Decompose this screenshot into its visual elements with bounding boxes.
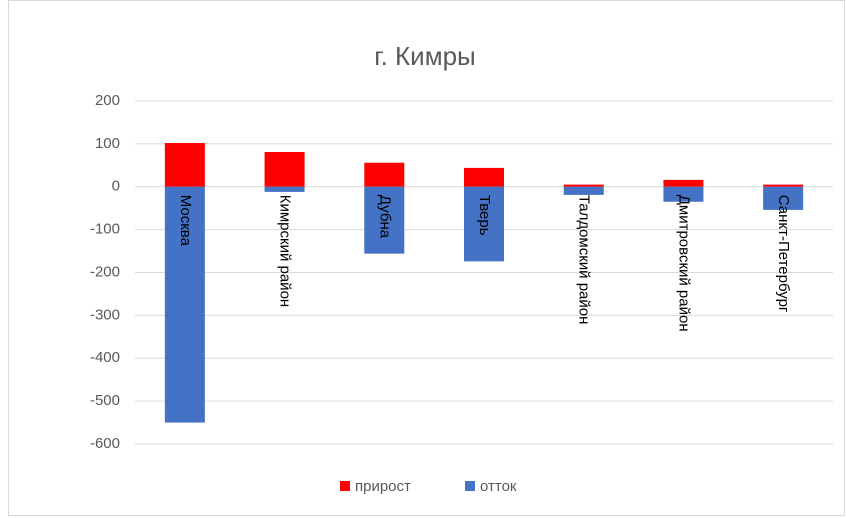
y-tick-label: -100 [90, 221, 120, 238]
bar [464, 167, 504, 187]
legend-swatch [465, 481, 475, 491]
x-tick-label: Москва [177, 195, 194, 247]
legend-label: отток [480, 478, 517, 495]
bar [264, 152, 305, 187]
bar [663, 186, 704, 202]
x-tick-label: Талдомский район [576, 195, 593, 325]
y-tick-label: -300 [90, 306, 120, 323]
chart-title: г. Кимры [374, 41, 475, 71]
bar [164, 143, 205, 187]
x-tick-label: Тверь [476, 195, 493, 236]
y-tick-label: 200 [95, 92, 120, 109]
y-tick-label: -400 [90, 349, 120, 366]
bar [563, 186, 604, 195]
legend-swatch [340, 481, 350, 491]
bar [164, 186, 205, 423]
legend-label: прирост [355, 478, 411, 495]
bar [763, 184, 804, 187]
chart-frame [8, 0, 845, 516]
y-tick-label: -500 [90, 392, 120, 409]
x-tick-label: Дубна [376, 195, 393, 239]
y-tick-label: -600 [90, 435, 120, 452]
bar [663, 179, 704, 187]
x-tick-label: Дмитровский район [675, 195, 692, 332]
y-tick-label: 100 [95, 135, 120, 152]
y-tick-label: 0 [112, 178, 120, 195]
bar [364, 162, 405, 187]
x-tick-label: Санкт-Петербург [775, 195, 792, 313]
y-tick-label: -200 [90, 263, 120, 280]
bar [563, 184, 604, 187]
bar [264, 186, 305, 192]
bar [464, 186, 504, 262]
bar [763, 186, 804, 210]
x-tick-label: Кимрский район [277, 195, 294, 307]
bar [364, 186, 405, 254]
